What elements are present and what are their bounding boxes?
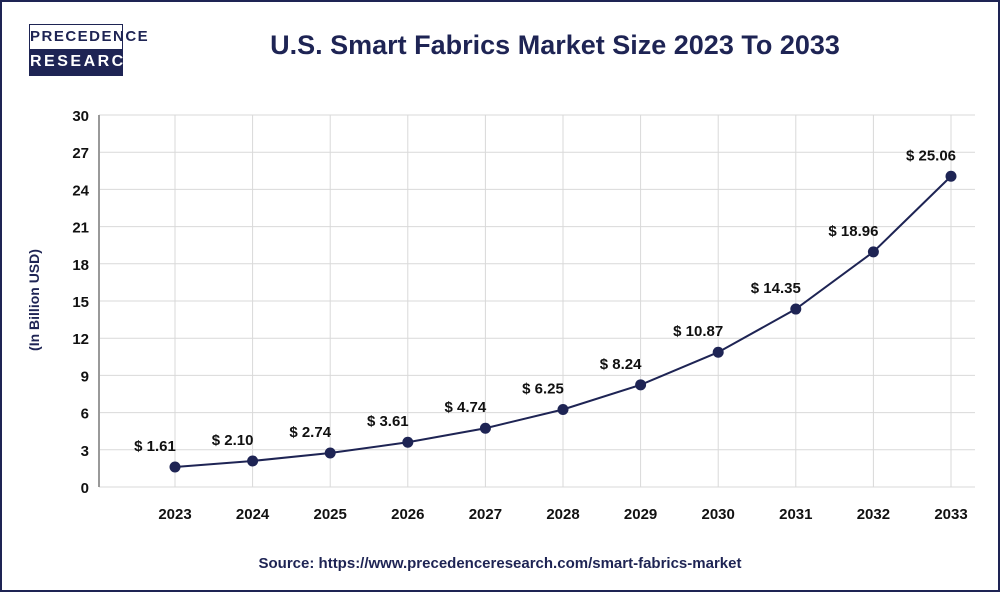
x-tick-label: 2031 [779,506,812,523]
data-point [169,461,181,473]
x-tick-label: 2025 [314,506,347,523]
data-point [479,422,491,434]
chart-title: U.S. Smart Fabrics Market Size 2023 To 2… [270,30,840,60]
x-tick-label: 2027 [469,506,502,523]
data-label: $ 2.74 [289,424,331,441]
data-point [247,455,259,467]
y-tick-label: 9 [81,368,89,385]
logo-line1: PRECEDENCE [30,28,150,45]
y-tick-label: 18 [72,257,89,274]
y-tick-label: 0 [81,480,89,497]
y-tick-label: 6 [81,406,89,423]
x-tick-label: 2029 [624,506,657,523]
y-tick-label: 24 [72,182,89,199]
x-tick-label: 2023 [158,506,191,523]
data-point [402,436,414,448]
x-tick-label: 2033 [934,506,967,523]
logo-line2: RESEARCH [30,49,137,75]
data-label: $ 18.96 [828,223,878,240]
x-tick-label: 2030 [702,506,735,523]
data-label: $ 2.10 [212,432,254,449]
data-point [635,379,647,391]
data-point [867,246,879,258]
data-label: $ 25.06 [906,147,956,164]
data-point [324,447,336,459]
x-tick-label: 2026 [391,506,424,523]
data-label: $ 1.61 [134,438,176,455]
data-point [557,404,569,415]
data-label: $ 10.87 [673,323,723,340]
logo: PRECEDENCE RESEARCH [29,24,150,76]
y-tick-label: 21 [72,220,89,237]
data-label: $ 3.61 [367,413,409,430]
data-point [945,170,957,182]
x-tick-label: 2028 [546,506,579,523]
y-tick-label: 3 [81,443,89,460]
y-tick-label: 30 [72,108,89,125]
data-label: $ 14.35 [751,280,801,297]
data-label: $ 6.25 [522,381,564,398]
x-tick-label: 2024 [236,506,270,523]
data-point [790,303,802,315]
source-text: Source: https://www.precedenceresearch.c… [258,555,742,572]
data-label: $ 4.74 [445,399,487,416]
x-tick-label: 2032 [857,506,890,523]
y-tick-label: 27 [72,145,89,162]
data-label: $ 8.24 [600,356,642,373]
y-tick-label: 12 [72,331,89,348]
data-point [712,346,724,358]
y-tick-label: 15 [72,294,89,311]
